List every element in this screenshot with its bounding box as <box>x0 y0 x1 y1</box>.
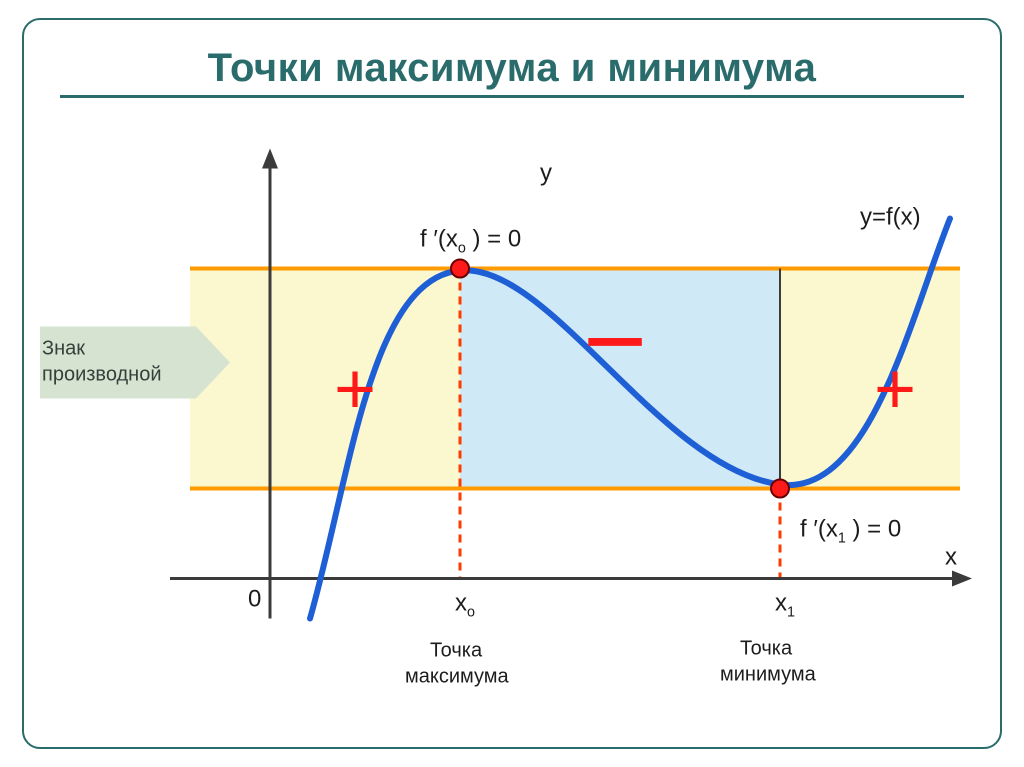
label-max-1: Точка <box>430 640 483 662</box>
derivative-sign-badge: Знак производной <box>40 327 230 399</box>
chart-svg: + − + у х 0 y=f(x) f ′(xo ) = 0 f ′(x1 ) = 0 xo x… <box>40 130 984 727</box>
label-y-axis: у <box>540 160 552 187</box>
slide-root: Точки максимума и минимума +−+ ух0y= <box>0 0 1024 767</box>
label-x-axis: х <box>945 544 957 571</box>
sign-plus-left: + <box>334 350 376 430</box>
region-increasing-right <box>780 269 960 489</box>
label-min-2: минимума <box>720 664 817 686</box>
sign-plus-right: + <box>874 350 916 430</box>
label-min-1: Точка <box>740 638 793 660</box>
badge-line2: производной <box>42 364 162 386</box>
label-f-prime-x1: f ′(x1 ) = 0 <box>800 516 901 547</box>
badge-line1: Знак <box>42 338 85 360</box>
label-max-2: максимума <box>405 666 510 688</box>
min-point <box>771 480 789 498</box>
title-underline <box>60 95 964 98</box>
title-wrap: Точки максимума и минимума <box>60 46 964 98</box>
region-increasing-left <box>190 269 460 489</box>
y-axis-arrow <box>262 149 278 169</box>
x-axis-arrow <box>952 571 972 587</box>
sign-minus: − <box>583 280 647 403</box>
slide-title: Точки максимума и минимума <box>208 46 817 91</box>
label-origin: 0 <box>248 586 261 613</box>
chart-area: + − + у х 0 y=f(x) f ′(xo ) = 0 f ′(x1 ) = 0 xo x… <box>40 130 984 727</box>
label-xo: xo <box>455 590 475 621</box>
label-x1: x1 <box>775 590 795 621</box>
max-point <box>451 260 469 278</box>
label-function: y=f(x) <box>860 204 921 231</box>
label-f-prime-xo: f ′(xo ) = 0 <box>420 226 521 257</box>
